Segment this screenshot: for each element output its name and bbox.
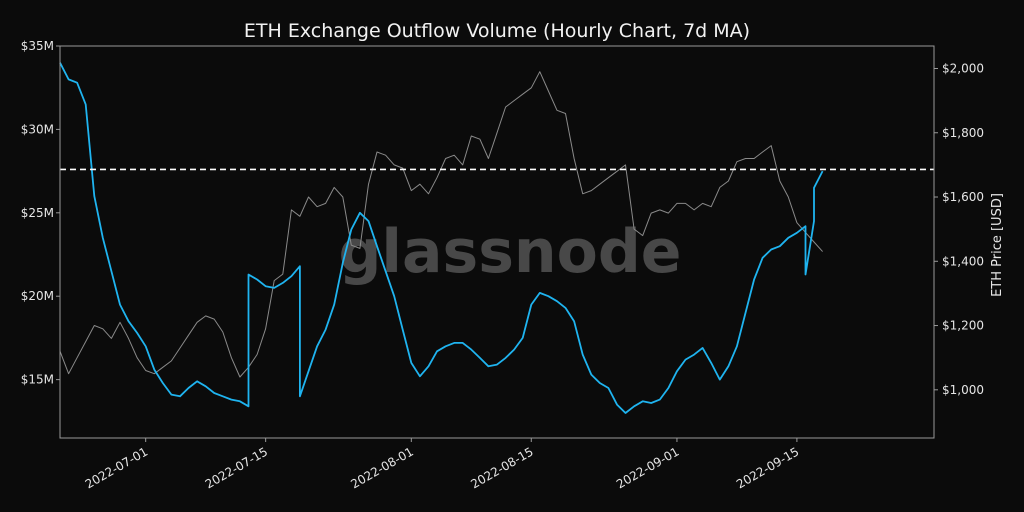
y-right-tick-label: $1,400 <box>942 254 984 268</box>
y-left-tick-label: $35M <box>21 39 54 53</box>
y-right-tick-label: $2,000 <box>942 61 984 75</box>
y-left-tick-label: $20M <box>21 289 54 303</box>
y-right-tick-label: $1,800 <box>942 126 984 140</box>
plot-frame <box>59 45 935 439</box>
y-left-tick-label: $15M <box>21 373 54 387</box>
chart-title: ETH Exchange Outflow Volume (Hourly Char… <box>244 20 750 42</box>
y-right-tick-label: $1,200 <box>942 319 984 333</box>
right-axis: $1,000 $1,200 $1,400 $1,600 $1,800 $2,000 <box>934 61 984 397</box>
y-right-tick-label: $1,000 <box>942 383 984 397</box>
y-axis-right-label: ETH Price [USD] <box>990 193 1005 297</box>
watermark-logo: glassnode <box>338 217 681 287</box>
y-right-tick-label: $1,600 <box>942 190 984 204</box>
left-axis: $15M $20M $25M $30M $35M <box>21 39 60 387</box>
series-layer <box>59 62 824 414</box>
outflow-volume-line <box>59 62 824 414</box>
y-left-tick-label: $25M <box>21 206 54 220</box>
y-left-tick-label: $30M <box>21 122 54 136</box>
eth-price-line <box>59 71 823 378</box>
